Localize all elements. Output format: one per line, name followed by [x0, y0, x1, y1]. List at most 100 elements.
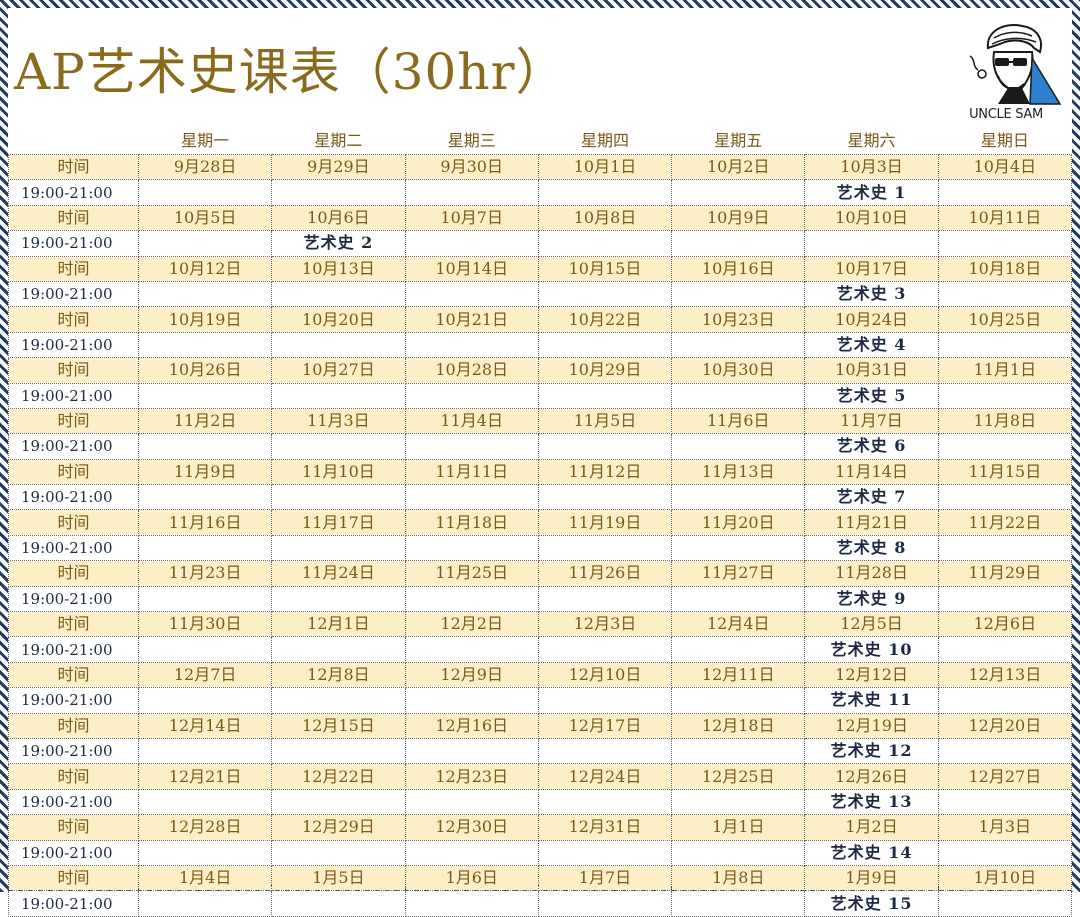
date-cell: 11月16日: [137, 509, 273, 536]
date-row: 时间 11月30日 12月1日 12月2日 12月3日 12月4日 12月5日 12月6日: [8, 611, 1073, 638]
lesson-cell: 艺术史 2: [271, 230, 406, 257]
time-slot-row: 19:00-21:00 艺术史 10: [8, 636, 1073, 663]
date-row-label: 时间: [8, 306, 139, 333]
date-cell: 11月29日: [937, 560, 1073, 587]
date-row: 时间 10月19日 10月20日 10月21日 10月22日 10月23日 10月24日 10…: [8, 306, 1073, 333]
date-row-label: 时间: [8, 864, 139, 892]
time-slot-row: 19:00-21:00 艺术史 1: [8, 179, 1073, 206]
date-cell: 11月12日: [537, 458, 673, 486]
date-cell: 11月24日: [271, 560, 406, 587]
date-cell: 12月30日: [404, 814, 539, 841]
lesson-cell: 艺术史 14: [804, 839, 939, 866]
date-cell: 10月28日: [404, 357, 539, 384]
date-cell: 11月10日: [271, 458, 406, 486]
empty-slot-cell: [537, 636, 673, 663]
date-cell: 12月10日: [537, 661, 673, 689]
date-cell: 9月28日: [137, 153, 273, 181]
date-cell: 1月8日: [671, 864, 806, 892]
date-row-label: 时间: [8, 255, 139, 282]
date-row: 时间 12月21日 12月22日 12月23日 12月24日 12月25日 12月26日 12…: [8, 763, 1073, 790]
time-slot-label: 19:00-21:00: [8, 839, 139, 866]
time-slot-row: 19:00-21:00 艺术史 12: [8, 737, 1073, 765]
empty-slot-cell: [937, 687, 1073, 714]
lesson-cell: 艺术史 9: [804, 585, 939, 613]
date-cell: 11月14日: [804, 458, 939, 486]
date-cell: 12月17日: [537, 712, 673, 739]
empty-slot-cell: [271, 585, 406, 613]
empty-slot-cell: [271, 890, 406, 917]
date-cell: 12月25日: [671, 763, 806, 790]
date-cell: 12月16日: [404, 712, 539, 739]
time-slot-label: 19:00-21:00: [8, 636, 139, 663]
date-cell: 1月2日: [804, 814, 939, 841]
empty-slot-cell: [137, 179, 273, 206]
date-cell: 1月3日: [937, 814, 1073, 841]
empty-slot-cell: [937, 839, 1073, 866]
date-row-label: 时间: [8, 763, 139, 790]
weekday-header-corner: [8, 128, 139, 155]
weekday-header: 星期三: [405, 128, 539, 155]
empty-slot-cell: [537, 788, 673, 816]
empty-slot-cell: [271, 179, 406, 206]
date-cell: 11月9日: [137, 458, 273, 486]
empty-slot-cell: [404, 230, 539, 257]
empty-slot-cell: [937, 737, 1073, 765]
empty-slot-cell: [271, 788, 406, 816]
empty-slot-cell: [137, 331, 273, 359]
date-cell: 10月4日: [937, 153, 1073, 181]
empty-slot-cell: [937, 280, 1073, 308]
date-cell: 12月29日: [271, 814, 406, 841]
empty-slot-cell: [137, 890, 273, 917]
empty-slot-cell: [937, 585, 1073, 613]
date-cell: 12月11日: [671, 661, 806, 689]
empty-slot-cell: [537, 179, 673, 206]
date-cell: 10月26日: [137, 357, 273, 384]
date-cell: 11月13日: [671, 458, 806, 486]
date-cell: 10月25日: [937, 306, 1073, 333]
date-cell: 12月7日: [137, 661, 273, 689]
date-cell: 11月1日: [937, 357, 1073, 384]
date-row: 时间 10月26日 10月27日 10月28日 10月29日 10月30日 10月31日 11…: [8, 357, 1073, 384]
empty-slot-cell: [404, 636, 539, 663]
empty-slot-cell: [537, 585, 673, 613]
date-cell: 10月18日: [937, 255, 1073, 282]
date-cell: 11月6日: [671, 407, 806, 435]
empty-slot-cell: [804, 230, 939, 257]
empty-slot-cell: [671, 280, 806, 308]
empty-slot-cell: [404, 788, 539, 816]
date-cell: 12月15日: [271, 712, 406, 739]
date-cell: 12月19日: [804, 712, 939, 739]
date-cell: 12月31日: [537, 814, 673, 841]
date-cell: 1月10日: [937, 864, 1073, 892]
empty-slot-cell: [404, 433, 539, 460]
empty-slot-cell: [671, 433, 806, 460]
empty-slot-cell: [937, 636, 1073, 663]
empty-slot-cell: [937, 179, 1073, 206]
date-cell: 11月30日: [137, 611, 273, 638]
weekday-header-row: 星期一 星期二 星期三 星期四 星期五 星期六 星期日: [8, 128, 1072, 155]
time-slot-row: 19:00-21:00 艺术史 14: [8, 839, 1073, 866]
lesson-cell: 艺术史 1: [804, 179, 939, 206]
date-row: 时间 12月7日 12月8日 12月9日 12月10日 12月11日 12月12日 12月13…: [8, 661, 1073, 689]
date-cell: 12月23日: [404, 763, 539, 790]
empty-slot-cell: [937, 484, 1073, 511]
empty-slot-cell: [271, 331, 406, 359]
empty-slot-cell: [404, 534, 539, 562]
date-cell: 1月5日: [271, 864, 406, 892]
empty-slot-cell: [271, 534, 406, 562]
empty-slot-cell: [404, 484, 539, 511]
date-row-label: 时间: [8, 204, 139, 232]
empty-slot-cell: [137, 534, 273, 562]
lesson-cell: 艺术史 6: [804, 433, 939, 460]
date-row: 时间 11月16日 11月17日 11月18日 11月19日 11月20日 11月21日 11…: [8, 509, 1073, 536]
uncle-sam-portrait-icon: [969, 24, 1062, 105]
date-cell: 11月25日: [404, 560, 539, 587]
date-row-label: 时间: [8, 357, 139, 384]
time-slot-label: 19:00-21:00: [8, 484, 139, 511]
date-row: 时间 10月12日 10月13日 10月14日 10月15日 10月16日 10月17日 10…: [8, 255, 1073, 282]
empty-slot-cell: [137, 382, 273, 409]
empty-slot-cell: [671, 585, 806, 613]
date-cell: 11月28日: [804, 560, 939, 587]
date-cell: 1月7日: [537, 864, 673, 892]
time-slot-label: 19:00-21:00: [8, 331, 139, 359]
